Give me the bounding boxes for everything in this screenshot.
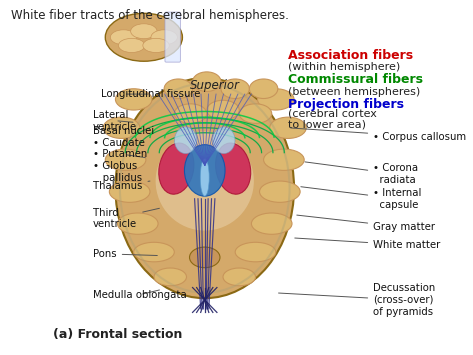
Ellipse shape — [134, 242, 175, 262]
Ellipse shape — [235, 242, 276, 262]
Text: • Corona
  radiata: • Corona radiata — [305, 162, 418, 185]
FancyBboxPatch shape — [165, 12, 180, 62]
Ellipse shape — [193, 72, 221, 91]
Ellipse shape — [115, 78, 294, 298]
Ellipse shape — [164, 79, 193, 98]
Text: Projection fibers: Projection fibers — [288, 98, 404, 111]
Ellipse shape — [131, 24, 157, 39]
Ellipse shape — [109, 181, 150, 202]
Text: • Corpus callosum: • Corpus callosum — [291, 128, 466, 142]
Text: Association fibers: Association fibers — [288, 49, 413, 61]
Text: Lateral
ventricle: Lateral ventricle — [93, 110, 137, 131]
Text: (cerebral cortex
to lower area): (cerebral cortex to lower area) — [288, 108, 377, 130]
Ellipse shape — [105, 149, 146, 170]
Ellipse shape — [249, 79, 278, 98]
Text: Commissural fibers: Commissural fibers — [288, 73, 423, 86]
Ellipse shape — [200, 159, 209, 196]
Ellipse shape — [156, 131, 254, 231]
Ellipse shape — [184, 145, 225, 196]
Ellipse shape — [143, 38, 169, 53]
Ellipse shape — [221, 79, 249, 98]
Ellipse shape — [119, 38, 145, 53]
Ellipse shape — [175, 104, 207, 123]
Text: Thalamus: Thalamus — [93, 181, 150, 191]
Ellipse shape — [175, 127, 197, 153]
Ellipse shape — [151, 30, 177, 45]
Text: Superior: Superior — [190, 79, 240, 92]
Ellipse shape — [103, 117, 140, 138]
Text: (within hemisphere): (within hemisphere) — [288, 62, 400, 72]
Text: White fiber tracts of the cerebral hemispheres.: White fiber tracts of the cerebral hemis… — [11, 9, 289, 22]
Ellipse shape — [207, 100, 239, 120]
Text: Medulla oblongata: Medulla oblongata — [93, 290, 187, 300]
Text: White matter: White matter — [295, 238, 440, 250]
Text: Decussation
(cross-over)
of pyramids: Decussation (cross-over) of pyramids — [279, 283, 436, 317]
Text: (a) Frontal section: (a) Frontal section — [53, 328, 182, 341]
Ellipse shape — [154, 268, 186, 286]
Ellipse shape — [115, 89, 152, 110]
Ellipse shape — [117, 213, 158, 234]
Ellipse shape — [252, 213, 292, 234]
Ellipse shape — [257, 89, 294, 110]
Ellipse shape — [239, 104, 272, 123]
Ellipse shape — [105, 13, 183, 61]
Text: Basal nuclei
• Caudate
• Putamen
• Globus
   pallidus: Basal nuclei • Caudate • Putamen • Globu… — [93, 126, 154, 182]
Ellipse shape — [190, 247, 220, 268]
Text: Longitudinal fissure: Longitudinal fissure — [101, 89, 201, 99]
Ellipse shape — [270, 117, 306, 138]
Text: Gray matter: Gray matter — [297, 215, 435, 232]
Ellipse shape — [260, 181, 300, 202]
Ellipse shape — [263, 149, 304, 170]
Text: (between hemispheres): (between hemispheres) — [288, 87, 420, 97]
Ellipse shape — [216, 143, 251, 194]
Ellipse shape — [213, 127, 235, 153]
Ellipse shape — [110, 30, 137, 45]
Text: Third
ventricle: Third ventricle — [93, 208, 159, 229]
Ellipse shape — [159, 143, 194, 194]
Text: • Internal
  capsule: • Internal capsule — [301, 187, 421, 209]
Text: Pons: Pons — [93, 249, 158, 259]
Ellipse shape — [223, 268, 255, 286]
